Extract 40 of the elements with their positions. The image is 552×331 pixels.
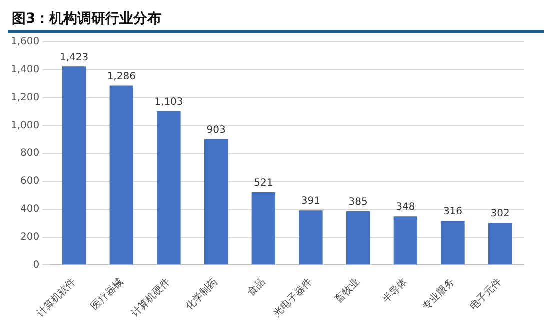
y-tick-label: 400 (20, 204, 40, 215)
bar (204, 139, 228, 265)
bar (299, 210, 323, 265)
y-tick-label: 0 (33, 260, 40, 271)
y-tick-label: 1,600 (10, 36, 40, 48)
x-tick-label: 光电子器件 (271, 276, 315, 320)
chart-title: 图3：机构调研行业分布 (8, 8, 544, 33)
data-label: 1,103 (154, 96, 184, 108)
y-tick-label: 800 (20, 148, 40, 160)
bar (441, 221, 465, 265)
x-tick-label: 电子元件 (468, 276, 504, 313)
data-label: 316 (443, 206, 463, 218)
y-tick-label: 200 (20, 232, 40, 243)
data-label: 348 (396, 202, 416, 214)
bar (252, 192, 276, 265)
bar (157, 111, 181, 265)
y-tick-label: 1,200 (10, 92, 40, 104)
x-tick-label: 化学制药 (183, 276, 220, 313)
bar (488, 223, 512, 265)
data-label: 391 (301, 196, 321, 208)
y-tick-label: 600 (20, 176, 40, 188)
y-tick-label: 1,400 (10, 64, 40, 76)
data-label: 302 (490, 208, 510, 220)
x-tick-label: 食品 (244, 276, 268, 298)
data-label: 521 (254, 178, 274, 190)
x-tick-label: 半导体 (380, 276, 410, 306)
bar (62, 66, 86, 265)
y-tick-label: 1,000 (10, 120, 40, 132)
data-label: 903 (206, 124, 226, 136)
bar (346, 211, 370, 265)
data-label: 385 (348, 197, 368, 208)
data-label: 1,286 (107, 71, 136, 82)
x-tick-label: 畜牧业 (332, 276, 362, 306)
x-tick-label: 专业服务 (420, 276, 457, 313)
bar (110, 86, 134, 265)
data-label: 1,423 (60, 52, 89, 64)
x-tick-label: 医疗器械 (88, 276, 126, 313)
x-tick-label: 计算机软件 (34, 276, 78, 320)
bar (394, 216, 418, 265)
x-tick-label: 计算机硬件 (129, 276, 173, 320)
